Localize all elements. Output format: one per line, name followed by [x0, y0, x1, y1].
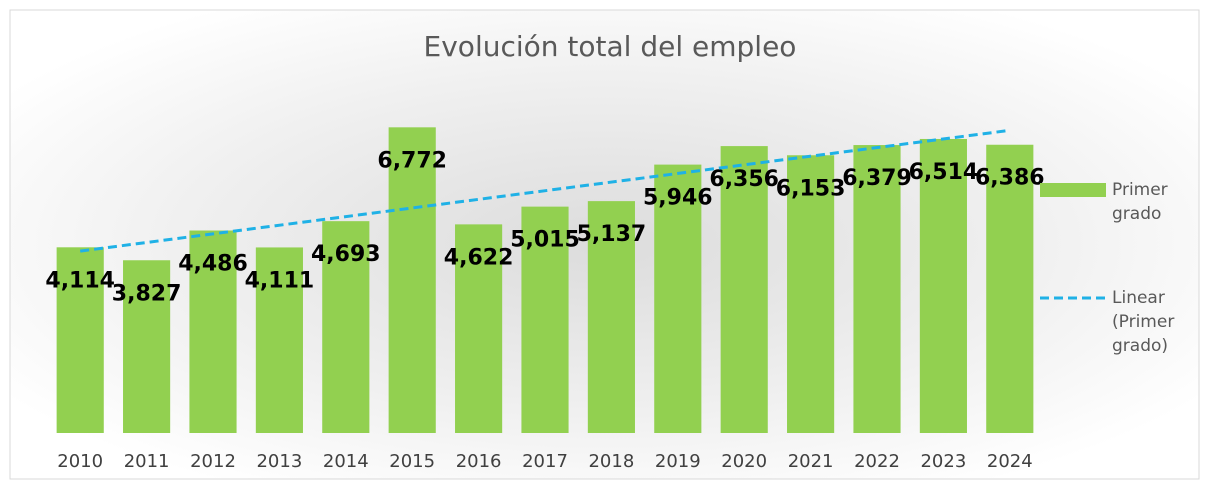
x-tick-label: 2020: [721, 451, 767, 472]
data-label: 4,486: [178, 252, 248, 277]
data-label: 6,386: [975, 166, 1045, 191]
data-label: 5,015: [510, 228, 580, 253]
bar: [123, 260, 171, 433]
bar: [388, 127, 436, 433]
legend-swatch: [1040, 183, 1106, 197]
bar: [720, 146, 768, 433]
x-tick-label: 2010: [57, 451, 103, 472]
bar: [322, 221, 370, 433]
data-label: 6,153: [776, 176, 846, 201]
data-label: 6,379: [842, 166, 912, 191]
bar: [255, 247, 303, 433]
data-label: 4,693: [311, 242, 381, 267]
data-label: 3,827: [112, 281, 182, 306]
x-tick-label: 2024: [987, 451, 1033, 472]
trendline: [80, 128, 1010, 253]
data-label: 5,946: [643, 186, 713, 211]
bar: [521, 206, 569, 433]
bar: [189, 230, 237, 433]
chart-title: Evolución total del empleo: [424, 30, 797, 63]
x-tick-label: 2018: [588, 451, 634, 472]
bar: [587, 201, 635, 433]
bar: [919, 138, 967, 433]
data-label: 6,356: [709, 167, 779, 192]
x-tick-label: 2021: [788, 451, 834, 472]
x-tick-label: 2019: [655, 451, 701, 472]
data-label: 4,114: [45, 268, 115, 293]
x-tick-label: 2022: [854, 451, 900, 472]
data-label: 4,111: [245, 268, 315, 293]
bar: [56, 247, 104, 433]
data-label: 6,514: [909, 160, 979, 185]
legend-label: Primer grado: [1112, 180, 1168, 224]
data-label: 4,622: [444, 245, 514, 270]
data-label: 6,772: [377, 148, 447, 173]
x-tick-label: 2016: [456, 451, 502, 472]
x-tick-label: 2011: [124, 451, 170, 472]
bar: [455, 224, 503, 433]
bar: [986, 144, 1034, 434]
x-tick-label: 2014: [323, 451, 369, 472]
x-tick-label: 2015: [389, 451, 435, 472]
x-tick-label: 2017: [522, 451, 568, 472]
x-tick-label: 2012: [190, 451, 236, 472]
bar: [853, 145, 901, 433]
x-tick-label: 2013: [256, 451, 302, 472]
legend-label: Linear (Primer grado): [1112, 288, 1175, 356]
bar: [787, 155, 835, 433]
x-tick-label: 2023: [920, 451, 966, 472]
data-label: 5,137: [577, 222, 647, 247]
bar: [654, 164, 702, 433]
